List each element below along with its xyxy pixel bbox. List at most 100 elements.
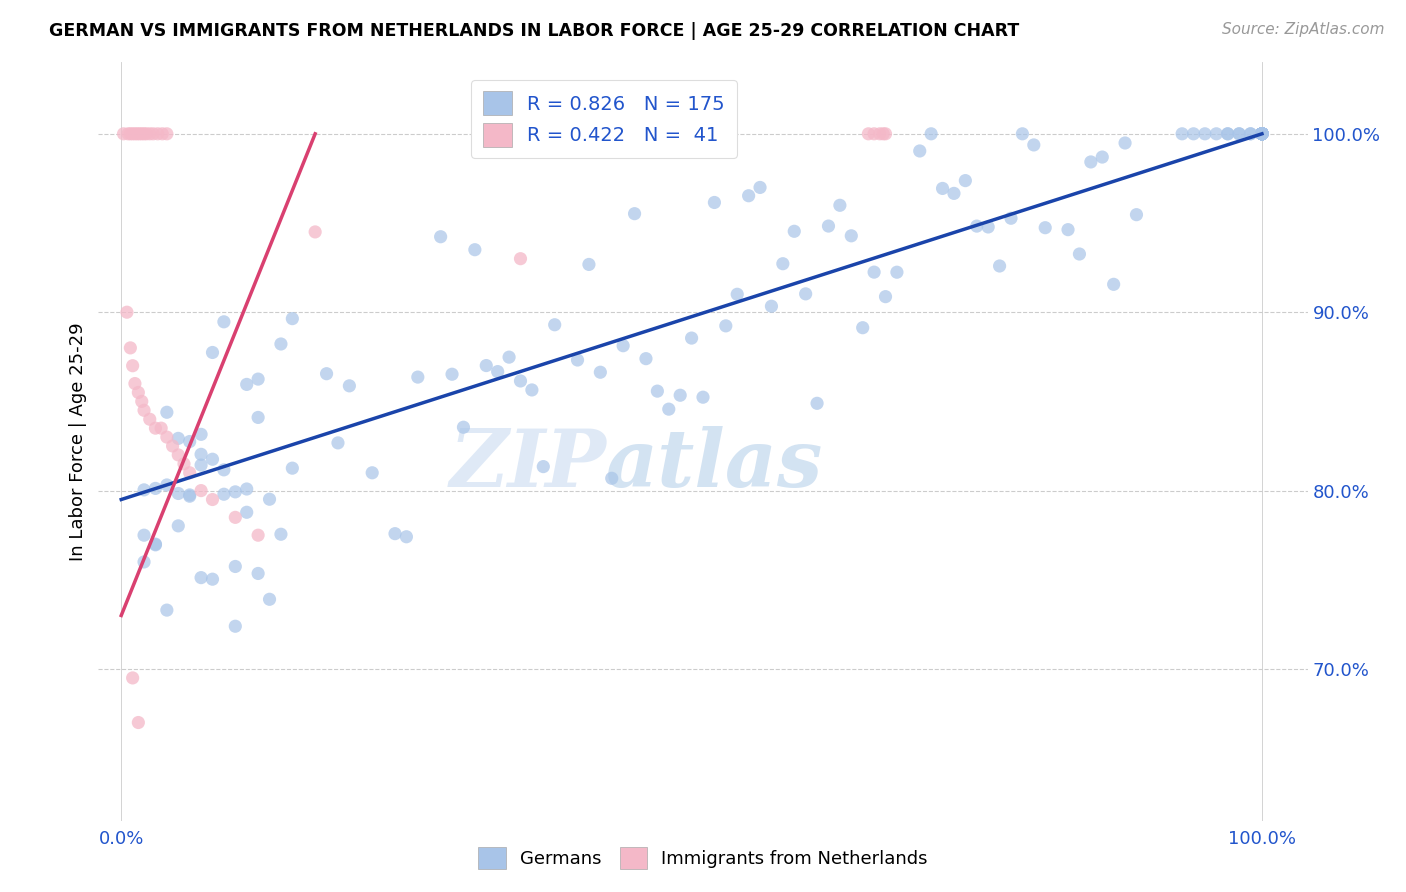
Point bbox=[977, 219, 1000, 234]
Point bbox=[544, 318, 567, 332]
Point bbox=[132, 483, 155, 497]
Legend: R = 0.826   N = 175, R = 0.422   N =  41: R = 0.826 N = 175, R = 0.422 N = 41 bbox=[471, 79, 737, 158]
Point bbox=[692, 390, 714, 404]
Point bbox=[875, 127, 897, 141]
Point bbox=[224, 559, 246, 574]
Point bbox=[1216, 127, 1239, 141]
Point bbox=[1080, 155, 1102, 169]
Point bbox=[406, 370, 429, 384]
Point bbox=[1251, 127, 1274, 141]
Point bbox=[531, 459, 554, 474]
Point bbox=[247, 528, 270, 542]
Point bbox=[212, 315, 235, 329]
Point bbox=[509, 374, 531, 388]
Point bbox=[875, 290, 897, 304]
Point bbox=[634, 351, 657, 366]
Point bbox=[304, 225, 326, 239]
Point bbox=[1102, 277, 1125, 292]
Point bbox=[714, 318, 737, 333]
Point bbox=[179, 434, 201, 449]
Point bbox=[1251, 127, 1274, 141]
Point bbox=[1251, 127, 1274, 141]
Point bbox=[1251, 127, 1274, 141]
Point bbox=[1251, 127, 1274, 141]
Point bbox=[179, 489, 201, 503]
Point bbox=[966, 219, 988, 233]
Point bbox=[190, 483, 212, 498]
Point bbox=[201, 492, 224, 507]
Point bbox=[167, 448, 190, 462]
Point bbox=[384, 526, 406, 541]
Point bbox=[441, 368, 464, 382]
Point bbox=[179, 488, 201, 502]
Point bbox=[658, 402, 681, 417]
Point bbox=[326, 435, 349, 450]
Point bbox=[1251, 127, 1274, 141]
Point bbox=[1251, 127, 1274, 141]
Point bbox=[132, 127, 155, 141]
Point bbox=[270, 337, 292, 351]
Point bbox=[247, 410, 270, 425]
Point bbox=[281, 461, 304, 475]
Point bbox=[124, 376, 146, 391]
Point bbox=[156, 405, 179, 419]
Point bbox=[135, 127, 157, 141]
Point bbox=[669, 388, 692, 402]
Point bbox=[794, 286, 817, 301]
Point bbox=[1239, 127, 1261, 141]
Point bbox=[886, 265, 908, 279]
Point bbox=[150, 127, 173, 141]
Point bbox=[1000, 211, 1022, 226]
Point bbox=[1251, 127, 1274, 141]
Point bbox=[167, 431, 190, 445]
Point bbox=[1251, 127, 1274, 141]
Point bbox=[806, 396, 828, 410]
Point bbox=[235, 377, 257, 392]
Point bbox=[201, 572, 224, 586]
Point bbox=[1251, 127, 1274, 141]
Point bbox=[139, 127, 162, 141]
Point bbox=[156, 603, 179, 617]
Point bbox=[612, 339, 634, 353]
Point bbox=[1114, 136, 1136, 150]
Point bbox=[1251, 127, 1274, 141]
Text: atlas: atlas bbox=[606, 425, 824, 503]
Point bbox=[201, 452, 224, 467]
Point bbox=[498, 350, 520, 364]
Point bbox=[942, 186, 965, 201]
Point bbox=[817, 219, 839, 233]
Point bbox=[858, 127, 880, 141]
Point bbox=[212, 487, 235, 501]
Point bbox=[235, 505, 257, 519]
Point bbox=[863, 265, 886, 279]
Point bbox=[1251, 127, 1274, 141]
Point bbox=[761, 299, 783, 313]
Point bbox=[259, 492, 281, 507]
Point bbox=[1251, 127, 1274, 141]
Point bbox=[1251, 127, 1274, 141]
Point bbox=[145, 537, 167, 551]
Point bbox=[1251, 127, 1274, 141]
Point bbox=[1251, 127, 1274, 141]
Point bbox=[1091, 150, 1114, 164]
Point bbox=[127, 127, 149, 141]
Point bbox=[828, 198, 851, 212]
Point bbox=[1011, 127, 1033, 141]
Point bbox=[139, 412, 162, 426]
Point bbox=[131, 394, 153, 409]
Point bbox=[464, 243, 486, 257]
Point bbox=[1251, 127, 1274, 141]
Point bbox=[1251, 127, 1274, 141]
Point bbox=[145, 538, 167, 552]
Point bbox=[1227, 127, 1250, 141]
Point bbox=[1251, 127, 1274, 141]
Point bbox=[1251, 127, 1274, 141]
Point bbox=[988, 259, 1011, 273]
Point bbox=[173, 457, 195, 471]
Point bbox=[623, 207, 645, 221]
Point bbox=[647, 384, 669, 398]
Point bbox=[190, 427, 212, 442]
Point bbox=[1251, 127, 1274, 141]
Point bbox=[1251, 127, 1274, 141]
Point bbox=[1227, 127, 1250, 141]
